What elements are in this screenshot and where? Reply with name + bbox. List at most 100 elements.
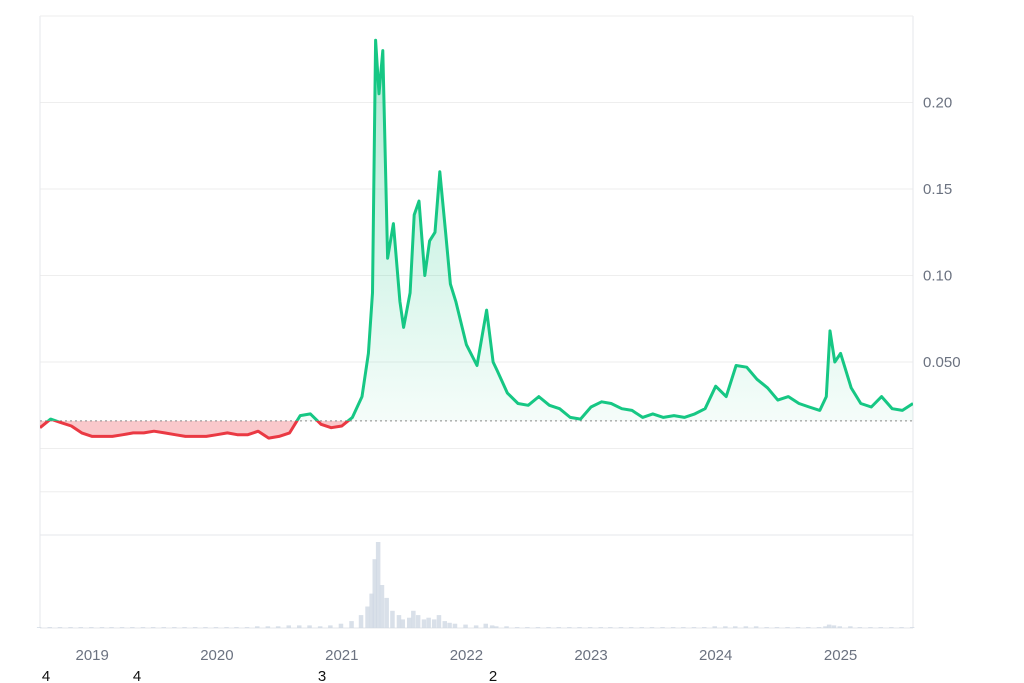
volume-bar: [57, 627, 63, 628]
volume-bar: [628, 627, 634, 628]
volume-bar: [816, 627, 822, 628]
volume-bar: [681, 627, 686, 628]
stray-label: 3: [318, 668, 326, 683]
volume-bar: [421, 619, 427, 628]
volume-bar: [831, 625, 837, 628]
x-tick-label: 2021: [325, 647, 358, 664]
x-tick-label: 2022: [450, 647, 483, 664]
volume-bar: [504, 626, 509, 628]
volume-bar: [743, 626, 749, 628]
volume-bar: [431, 619, 437, 628]
volume-bar: [349, 621, 354, 628]
volume-bar: [372, 559, 377, 628]
volume-bar: [358, 615, 364, 628]
volume-bar: [577, 627, 582, 628]
volume-bar: [203, 627, 208, 628]
volume-bar: [712, 626, 717, 628]
volume-bar: [483, 623, 488, 628]
volume-bar: [78, 627, 83, 628]
volume-bar: [68, 627, 73, 628]
y-tick-label: 0.15: [923, 181, 952, 198]
volume-bar: [826, 624, 832, 628]
x-axis-ticks: 2019 2020 2021 2022 2023 2024 2025: [76, 647, 858, 664]
volume-bar: [436, 615, 442, 628]
volume-bar: [785, 627, 790, 628]
volume-bar: [546, 627, 551, 628]
plot-frame: [39, 15, 914, 629]
volume-bar: [375, 542, 381, 628]
volume-bar: [618, 627, 624, 628]
volume-bar: [753, 626, 759, 628]
volume-bar: [119, 627, 125, 628]
volume-bar: [89, 627, 94, 628]
volume-bar: [369, 593, 374, 628]
volume-bar: [795, 627, 801, 628]
volume-bar: [244, 627, 250, 628]
price-area-above: [40, 40, 913, 421]
bottom-stray-labels: 4 4 3 2: [42, 668, 497, 683]
volume-bar: [140, 627, 146, 628]
volume-bar: [150, 627, 156, 628]
x-tick-label: 2019: [76, 647, 109, 664]
volume-bar: [400, 619, 405, 628]
x-tick-label: 2023: [574, 647, 607, 664]
volume-bar: [447, 622, 452, 628]
volume-bar: [161, 627, 166, 628]
volume-bar: [452, 623, 458, 628]
x-tick-label: 2025: [824, 647, 857, 664]
volume-bar: [307, 625, 312, 628]
volume-bar: [379, 585, 385, 628]
volume-bar: [182, 627, 187, 628]
volume-bar: [660, 627, 665, 628]
volume-bar: [764, 627, 769, 628]
volume-bar: [473, 625, 479, 628]
volume-bar: [297, 625, 302, 628]
volume-bar: [774, 627, 780, 628]
volume-bar: [47, 627, 52, 628]
y-tick-label: 0.20: [923, 95, 952, 112]
volume-bar: [702, 627, 707, 628]
volume-bar: [463, 624, 468, 628]
volume-bar: [407, 617, 412, 628]
volume-bar: [823, 626, 828, 628]
volume-bar: [99, 627, 105, 628]
volume-bar: [328, 625, 333, 628]
volume-bar: [909, 627, 915, 628]
stray-label: 2: [489, 668, 497, 683]
volume-bar: [723, 626, 728, 628]
volume-bar: [442, 621, 447, 628]
volume-bar: [384, 597, 389, 628]
volume-bar: [889, 627, 894, 628]
volume-bar: [396, 615, 402, 628]
volume-bar: [567, 627, 572, 628]
volume-bar: [109, 627, 114, 628]
volume-bar: [411, 610, 416, 628]
volume-bar: [415, 615, 421, 628]
x-tick-label: 2024: [699, 647, 732, 664]
stray-label: 4: [133, 668, 141, 683]
x-tick-label: 2020: [200, 647, 233, 664]
volume-bar: [649, 627, 655, 628]
volume-bar: [868, 627, 873, 628]
volume-bar: [691, 627, 697, 628]
volume-bar: [275, 626, 281, 628]
volume-bar: [806, 627, 811, 628]
volume-bar: [489, 625, 495, 628]
volume-bar: [899, 627, 904, 628]
volume-bar: [494, 626, 499, 628]
volume-bar: [36, 627, 42, 628]
y-axis-ticks: 0.050 0.10 0.15 0.20: [923, 95, 961, 372]
price-area-below: [40, 420, 349, 439]
volume-bar: [535, 627, 541, 628]
volume-bar: [848, 626, 853, 628]
volume-bar: [224, 627, 229, 628]
volume-bar: [733, 626, 738, 628]
volume-bar: [556, 627, 561, 628]
volume-bar: [286, 625, 291, 628]
price-line-below: [40, 420, 351, 440]
volume-bar: [390, 610, 395, 628]
volume-bar: [608, 627, 613, 628]
volume-bar: [213, 627, 219, 628]
volume-bar: [587, 627, 593, 628]
